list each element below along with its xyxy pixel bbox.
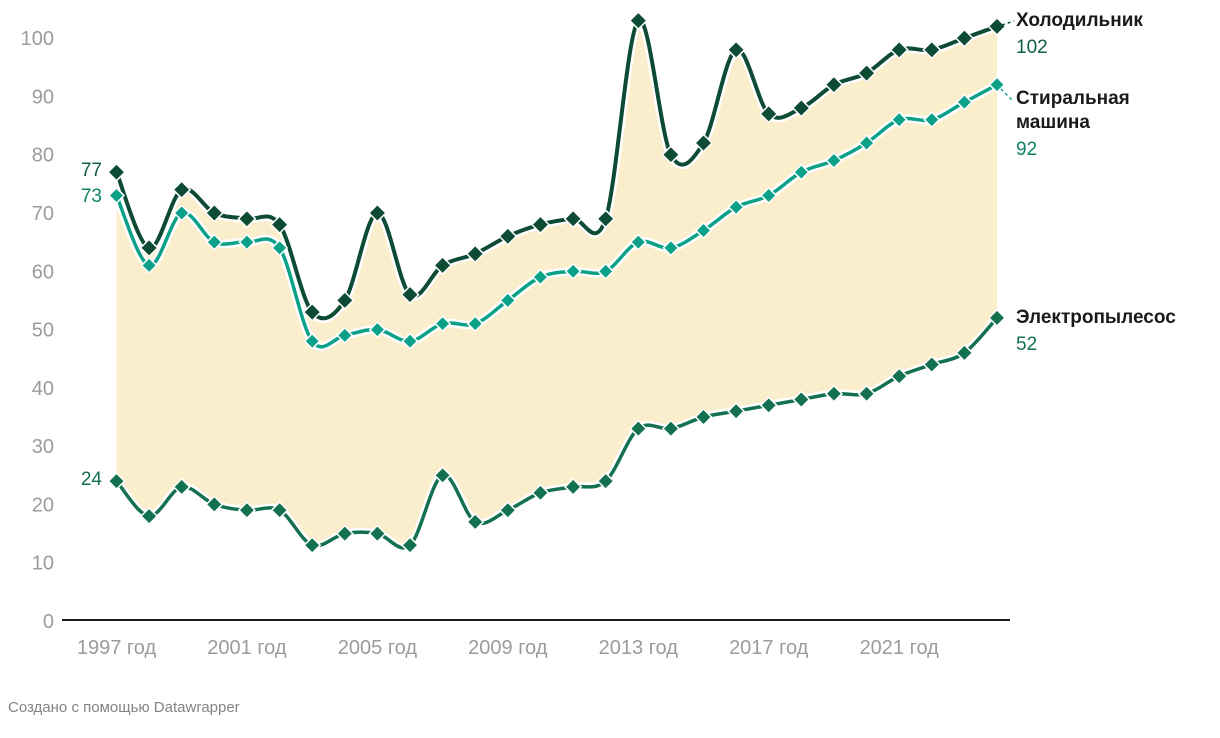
series-label-vacuum-cleaner: Электропылесос 52	[1016, 306, 1220, 357]
svg-text:30: 30	[32, 436, 54, 458]
end-value-refrigerator: 102	[1016, 37, 1048, 58]
end-value-vacuum-cleaner: 52	[1016, 334, 1038, 355]
series-label-refrigerator: Холодильник 102	[1016, 9, 1216, 60]
series-markers-refrigerator	[106, 11, 1007, 322]
end-value-washing-machine: 92	[1016, 139, 1038, 160]
series-line-vacuum-cleaner	[115, 316, 999, 550]
fill-between-area	[116, 19, 997, 548]
svg-text:0: 0	[43, 611, 54, 633]
label-connector-refrigerator	[1001, 20, 1015, 26]
svg-text:2005 год: 2005 год	[338, 637, 418, 659]
label-connector-washing-machine	[1000, 88, 1014, 102]
svg-text:2013 год: 2013 год	[599, 637, 679, 659]
x-axis-labels: 1997 год 2001 год 2005 год 2009 год 2013 год…	[77, 637, 939, 659]
svg-text:80: 80	[32, 145, 54, 167]
svg-text:70: 70	[32, 203, 54, 225]
svg-text:20: 20	[32, 494, 54, 516]
datawrapper-credit-link[interactable]: Создано с помощью Datawrapper	[8, 699, 240, 716]
series-name-washing-machine: Стиральная машина	[1016, 88, 1130, 133]
series-label-washing-machine: Стиральная машина 92	[1016, 87, 1166, 162]
svg-text:100: 100	[21, 28, 54, 50]
y-axis-labels: 0 10 20 30 40 50 60 70 80 90 100	[21, 28, 54, 633]
start-value-washing-machine: 73	[80, 186, 102, 207]
svg-text:1997 год: 1997 год	[77, 637, 157, 659]
svg-text:90: 90	[32, 86, 54, 108]
series-markers-vacuum-cleaner	[107, 308, 1007, 555]
series-markers-washing-machine	[107, 76, 1006, 350]
svg-text:10: 10	[32, 553, 54, 575]
svg-text:2001 год: 2001 год	[207, 637, 287, 659]
svg-text:2017 год: 2017 год	[729, 637, 809, 659]
series-name-vacuum-cleaner: Электропылесос	[1016, 307, 1176, 328]
start-value-vacuum-cleaner: 24	[80, 469, 102, 490]
series-name-refrigerator: Холодильник	[1016, 10, 1143, 31]
svg-text:2021 год: 2021 год	[860, 637, 940, 659]
svg-text:50: 50	[32, 320, 54, 342]
svg-text:40: 40	[32, 378, 54, 400]
svg-text:2009 год: 2009 год	[468, 637, 548, 659]
svg-text:60: 60	[32, 261, 54, 283]
start-value-refrigerator: 77	[80, 160, 102, 181]
